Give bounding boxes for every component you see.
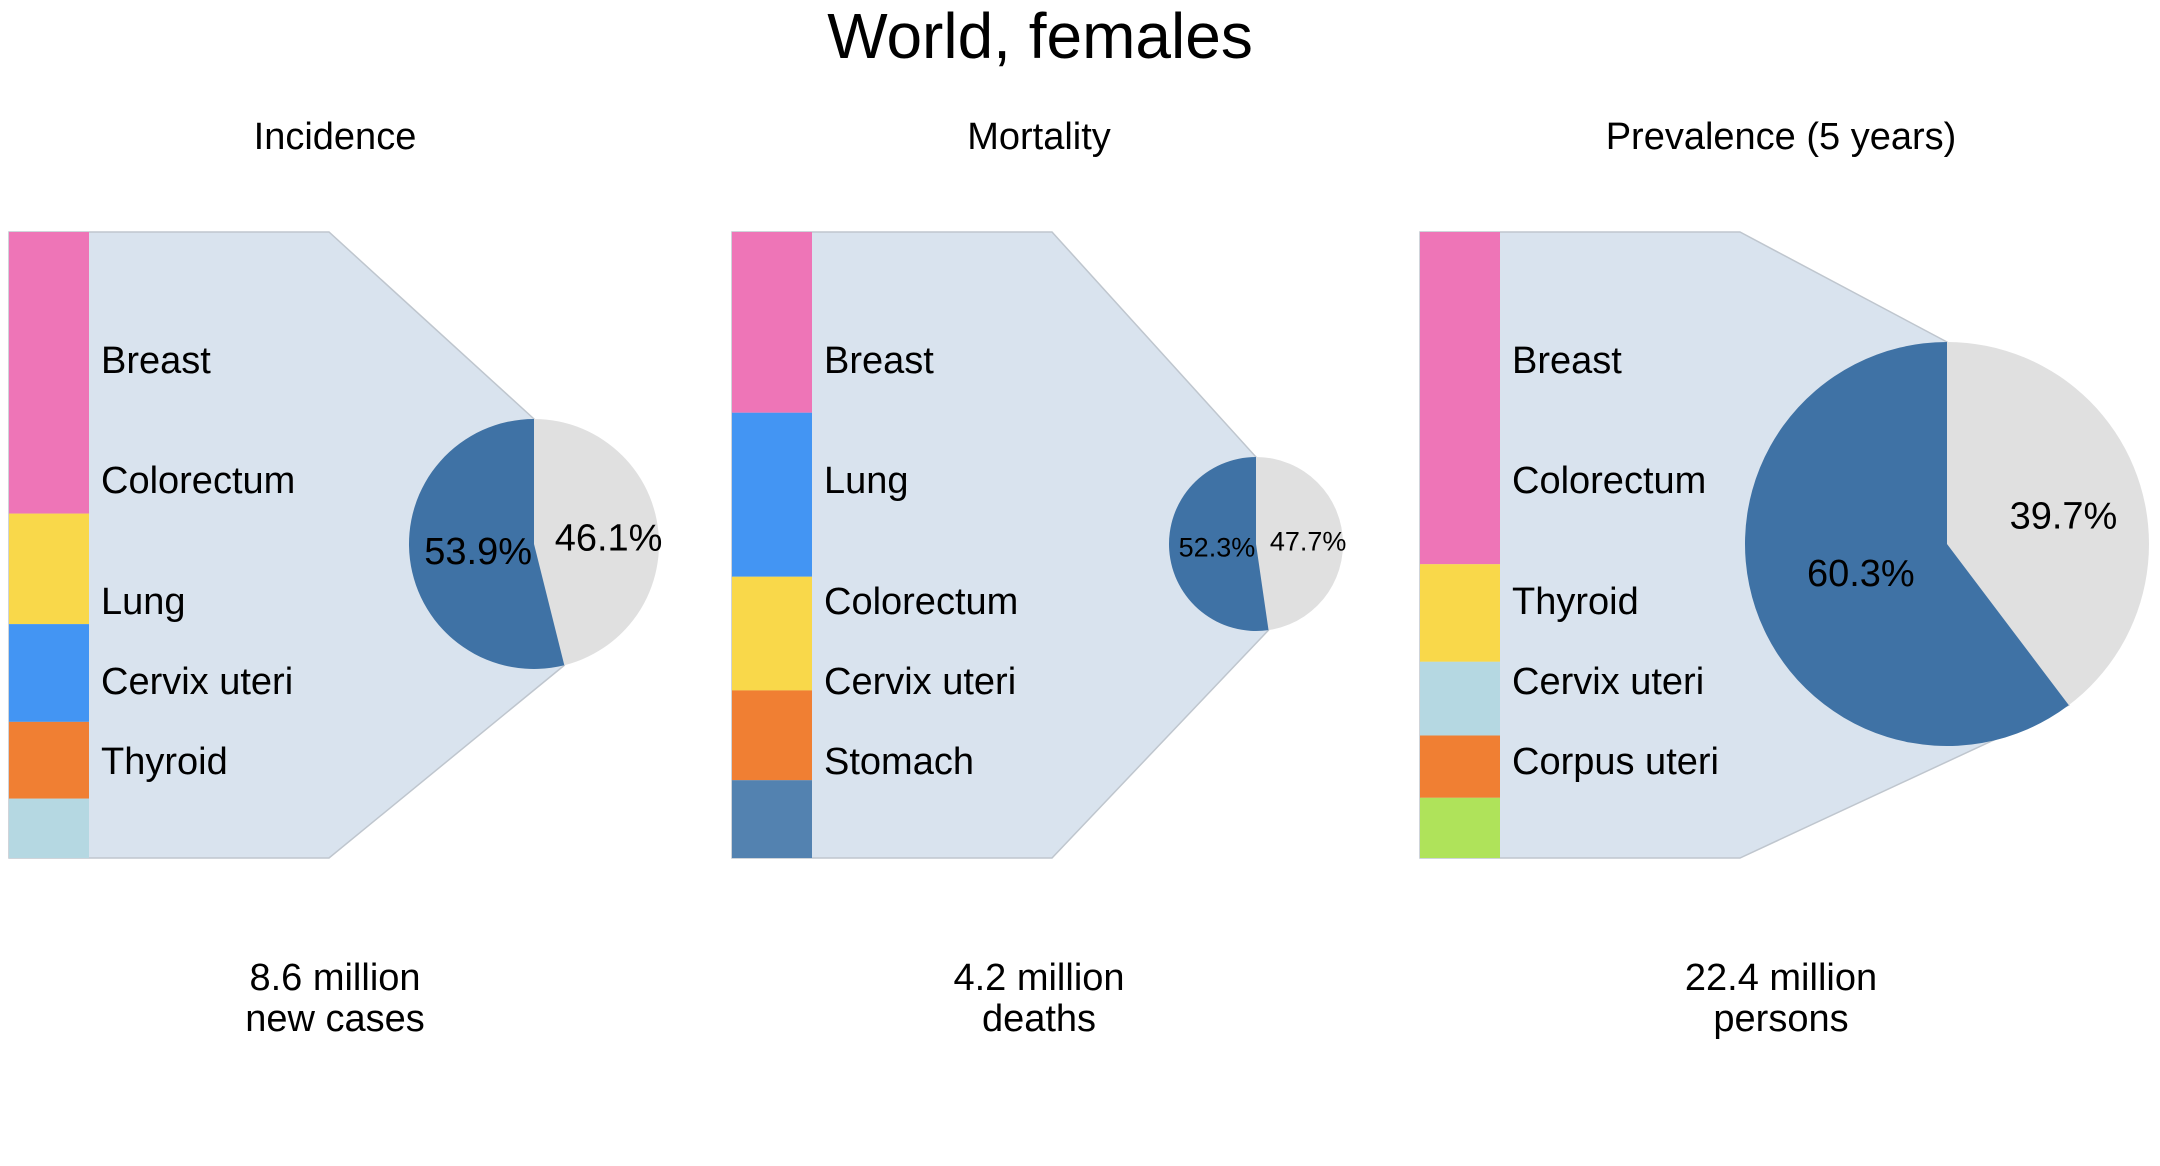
bar-label-1: Lung bbox=[824, 460, 909, 502]
panel-footer-1: new cases bbox=[245, 998, 425, 1040]
bar-segment-4 bbox=[732, 780, 812, 858]
panel-1: Mortality Breast Lung Colorectum Cervix uter… bbox=[731, 116, 1347, 1040]
bar-segment-4 bbox=[9, 798, 89, 858]
bar-label-2: Colorectum bbox=[824, 581, 1018, 623]
bar-label-4: Stomach bbox=[824, 741, 974, 783]
chart-title: World, females bbox=[827, 0, 1253, 72]
panel-footer-0: 8.6 million bbox=[249, 957, 420, 999]
bar-segment-2 bbox=[9, 624, 89, 722]
panel-2: Prevalence (5 years) Breast Colorectum Thyr… bbox=[1419, 116, 2149, 1040]
panel-subtitle: Prevalence (5 years) bbox=[1606, 116, 1957, 158]
panel-subtitle: Incidence bbox=[254, 116, 417, 158]
pie-label-other: 39.7% bbox=[2010, 495, 2118, 537]
bar-label-2: Lung bbox=[101, 581, 186, 623]
pie-label-other: 47.7% bbox=[1270, 527, 1347, 557]
bar-label-2: Thyroid bbox=[1512, 581, 1639, 623]
bar-label-0: Breast bbox=[101, 340, 211, 382]
bar-segment-2 bbox=[1420, 661, 1500, 736]
bar-segment-3 bbox=[9, 721, 89, 799]
panel-0: Incidence Breast Colorectum Lung Cervix uter… bbox=[8, 116, 663, 1040]
panel-footer-0: 22.4 million bbox=[1685, 957, 1877, 999]
bar-label-1: Colorectum bbox=[1512, 460, 1706, 502]
pie-label-selected: 53.9% bbox=[424, 531, 532, 573]
pie-label-other: 46.1% bbox=[555, 517, 663, 559]
pie-slice-selected bbox=[1745, 342, 2069, 746]
panel-footer-0: 4.2 million bbox=[953, 957, 1124, 999]
bar-segment-0 bbox=[732, 232, 812, 413]
panel-footer-1: deaths bbox=[982, 998, 1096, 1040]
pie-label-selected: 60.3% bbox=[1807, 553, 1915, 595]
bar-label-0: Breast bbox=[824, 340, 934, 382]
bar-segment-1 bbox=[9, 513, 89, 625]
bar-segment-3 bbox=[732, 690, 812, 781]
bar-segment-1 bbox=[1420, 564, 1500, 662]
pie-label-selected: 52.3% bbox=[1179, 532, 1256, 562]
bar-segment-0 bbox=[9, 232, 89, 514]
chart-panels: Incidence Breast Colorectum Lung Cervix uter… bbox=[8, 116, 2149, 1040]
bar-segment-3 bbox=[1420, 735, 1500, 798]
pie-slice-selected bbox=[409, 419, 565, 669]
panel-footer-1: persons bbox=[1713, 998, 1848, 1040]
panel-subtitle: Mortality bbox=[967, 116, 1111, 158]
bar-label-0: Breast bbox=[1512, 340, 1622, 382]
bar-segment-1 bbox=[732, 412, 812, 577]
bar-label-4: Corpus uteri bbox=[1512, 741, 1719, 783]
bar-label-4: Thyroid bbox=[101, 741, 228, 783]
bar-segment-0 bbox=[1420, 232, 1500, 565]
bar-segment-4 bbox=[1420, 797, 1500, 858]
bar-label-3: Cervix uteri bbox=[824, 661, 1016, 703]
bar-label-3: Cervix uteri bbox=[101, 661, 293, 703]
pie-slice-selected bbox=[1169, 457, 1269, 631]
bar-segment-2 bbox=[732, 576, 812, 691]
bar-label-3: Cervix uteri bbox=[1512, 661, 1704, 703]
bar-label-1: Colorectum bbox=[101, 460, 295, 502]
